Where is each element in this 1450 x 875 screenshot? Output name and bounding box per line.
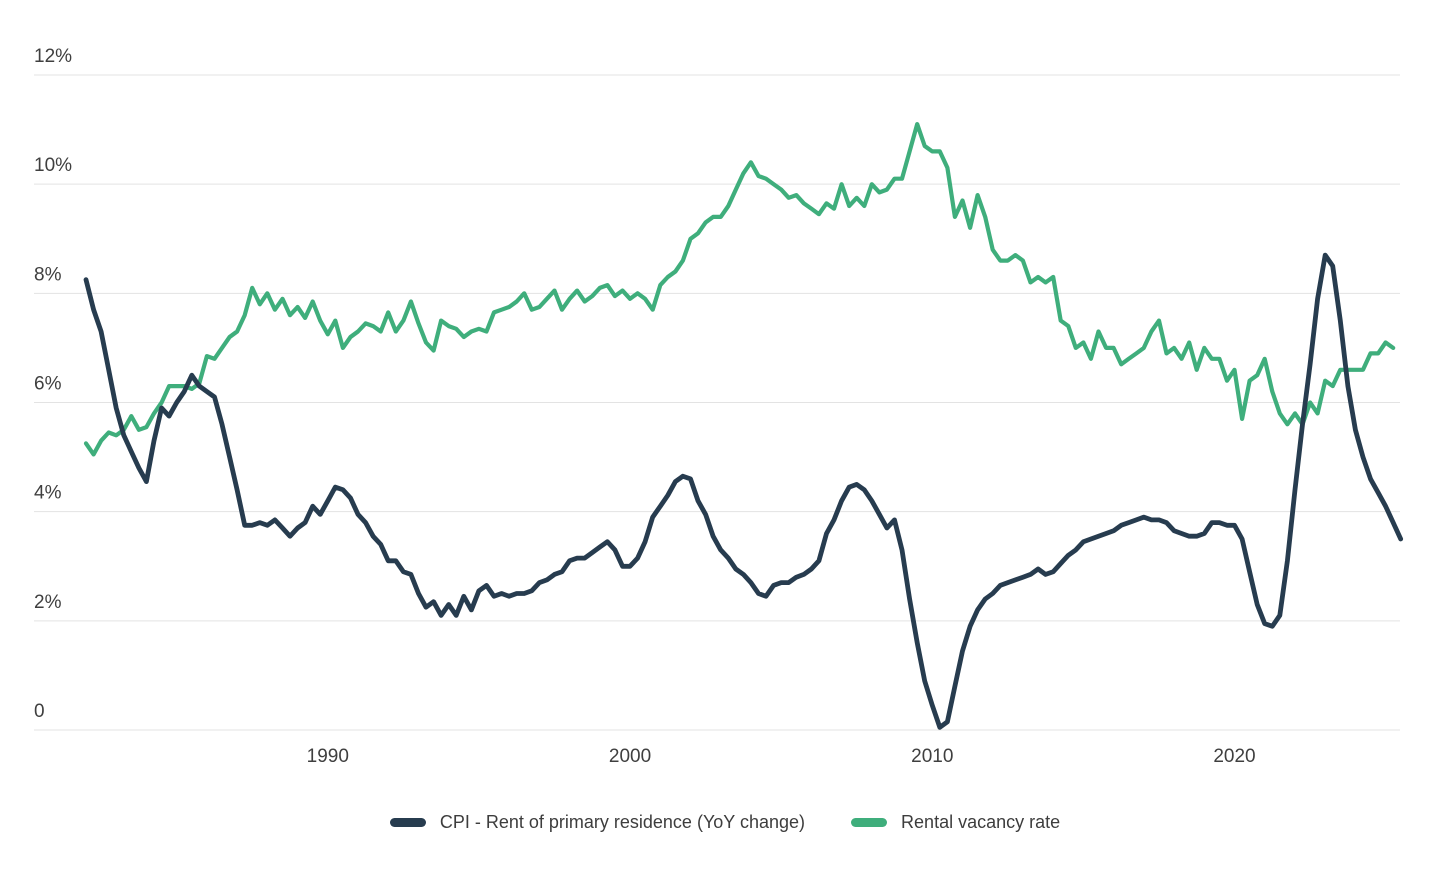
y-axis-tick-label: 0 xyxy=(34,701,45,722)
legend-label-cpi-rent: CPI - Rent of primary residence (YoY cha… xyxy=(439,812,806,832)
y-axis-tick-label: 6% xyxy=(34,374,62,395)
legend-item-rental-vacancy: Rental vacancy rate xyxy=(851,812,1060,833)
chart-legend: CPI - Rent of primary residence (YoY cha… xyxy=(0,812,1450,833)
x-axis-tick-label: 2000 xyxy=(609,746,651,767)
x-axis-tick-label: 2020 xyxy=(1213,746,1255,767)
x-axis-tick-label: 2010 xyxy=(911,746,953,767)
y-axis-tick-label: 10% xyxy=(34,155,72,176)
y-axis-tick-label: 4% xyxy=(34,483,62,504)
legend-item-cpi-rent: CPI - Rent of primary residence (YoY cha… xyxy=(389,812,806,833)
legend-label-rental-vacancy: Rental vacancy rate xyxy=(901,812,1061,832)
x-axis-tick-label: 1990 xyxy=(307,746,349,767)
y-axis-tick-label: 12% xyxy=(34,46,72,67)
chart-canvas: 0 2% 4% 6% 8% 10% 12% 1990 2000 2010 2020 xyxy=(34,46,1404,767)
series-line-cpi-rent xyxy=(83,252,1404,730)
y-axis-tick-label: 2% xyxy=(34,592,62,613)
y-axis-tick-label: 8% xyxy=(34,264,62,285)
legend-swatch-cpi-rent xyxy=(389,818,426,827)
legend-swatch-rental-vacancy xyxy=(851,818,888,827)
series-line-rental-vacancy xyxy=(83,121,1396,457)
